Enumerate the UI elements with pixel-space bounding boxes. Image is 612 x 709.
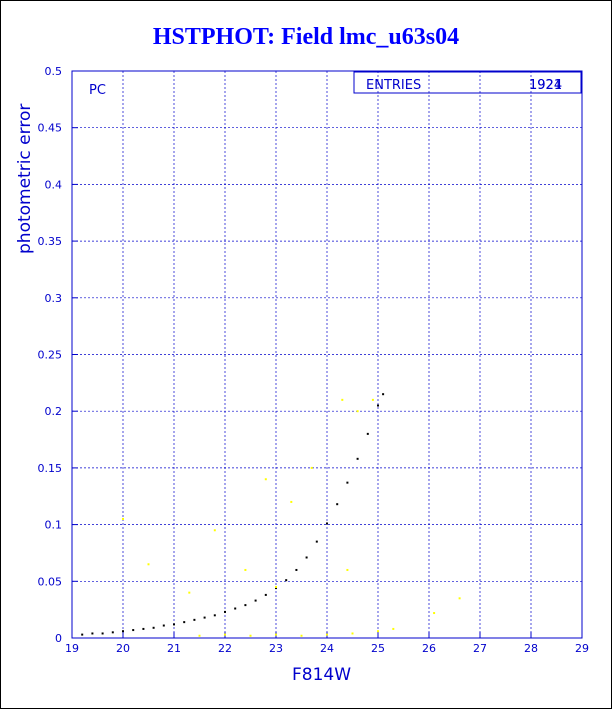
y-tick-label: 0.05 bbox=[38, 575, 63, 588]
secondary-point bbox=[213, 529, 216, 532]
main-point bbox=[254, 599, 257, 602]
y-tick-label: 0.45 bbox=[38, 122, 63, 135]
secondary-point bbox=[244, 568, 247, 571]
main-point bbox=[132, 629, 135, 632]
main-point bbox=[305, 556, 308, 559]
secondary-point bbox=[264, 478, 267, 481]
x-tick-label: 21 bbox=[167, 642, 181, 655]
main-point bbox=[101, 632, 104, 635]
main-point bbox=[315, 540, 318, 543]
chart-title: HSTPHOT: Field lmc_u63s04 bbox=[152, 24, 460, 50]
secondary-point bbox=[122, 517, 124, 520]
main-point bbox=[336, 503, 339, 506]
x-tick-label: 24 bbox=[320, 642, 334, 655]
secondary-point bbox=[346, 568, 349, 571]
main-point bbox=[111, 631, 114, 634]
stats-entries-value: 1924 bbox=[529, 78, 562, 93]
x-tick-label: 27 bbox=[473, 642, 487, 655]
main-point bbox=[183, 621, 186, 624]
secondary-point bbox=[290, 500, 293, 503]
secondary-point bbox=[310, 466, 313, 469]
y-tick-label: 0.15 bbox=[38, 462, 63, 475]
main-point bbox=[224, 610, 226, 613]
x-tick-label: 26 bbox=[422, 642, 436, 655]
panel-label: PC bbox=[89, 83, 106, 98]
secondary-point bbox=[275, 585, 277, 588]
secondary-point bbox=[188, 591, 191, 594]
main-point bbox=[377, 404, 379, 407]
secondary-point bbox=[275, 633, 277, 636]
main-point bbox=[203, 616, 206, 619]
main-point bbox=[234, 607, 237, 610]
x-tick-label: 23 bbox=[269, 642, 283, 655]
main-point bbox=[366, 432, 369, 435]
main-point bbox=[152, 626, 155, 629]
secondary-point bbox=[326, 633, 328, 636]
secondary-point bbox=[458, 597, 461, 600]
main-point bbox=[193, 618, 196, 621]
stats-entries-value-overlap: 1921 bbox=[529, 78, 562, 93]
main-point bbox=[285, 579, 288, 582]
main-point bbox=[244, 604, 247, 607]
y-tick-label: 0.1 bbox=[45, 519, 63, 532]
secondary-point bbox=[249, 634, 252, 637]
secondary-point bbox=[377, 630, 379, 633]
main-point bbox=[382, 393, 385, 396]
y-tick-label: 0.2 bbox=[45, 405, 63, 418]
secondary-point bbox=[147, 563, 150, 566]
y-tick-label: 0.35 bbox=[38, 235, 63, 248]
secondary-point bbox=[433, 612, 436, 615]
y-tick-label: 0.4 bbox=[45, 178, 63, 191]
y-axis-label: photometric error bbox=[15, 104, 35, 254]
main-point bbox=[122, 630, 124, 633]
main-point bbox=[162, 624, 165, 627]
secondary-point bbox=[224, 633, 226, 636]
secondary-point bbox=[341, 398, 344, 401]
grid bbox=[71, 70, 583, 639]
data-points bbox=[81, 393, 461, 637]
x-tick-label: 22 bbox=[218, 642, 232, 655]
secondary-point bbox=[300, 634, 303, 637]
secondary-point bbox=[198, 634, 201, 637]
main-point bbox=[356, 457, 359, 460]
x-tick-label: 28 bbox=[524, 642, 538, 655]
main-point bbox=[142, 627, 145, 630]
x-tick-label: 19 bbox=[65, 642, 79, 655]
tick-labels: 19 20 21 22 23 24 25 26 27 28 29 0 0.05 0.1 0.15 0.2 0.2… bbox=[38, 65, 590, 655]
x-tick-label: 29 bbox=[575, 642, 589, 655]
x-tick-label: 25 bbox=[371, 642, 385, 655]
x-tick-label: 20 bbox=[116, 642, 130, 655]
secondary-point bbox=[371, 398, 374, 401]
y-tick-label: 0.5 bbox=[45, 65, 63, 78]
main-point bbox=[295, 568, 298, 571]
main-point bbox=[81, 633, 84, 636]
main-point bbox=[173, 623, 175, 626]
x-axis-label: F814W bbox=[292, 665, 351, 685]
secondary-point bbox=[392, 627, 395, 630]
secondary-point bbox=[356, 410, 359, 413]
stats-entries-label: ENTRIES bbox=[366, 78, 421, 93]
main-point bbox=[326, 522, 328, 525]
main-point bbox=[91, 632, 94, 635]
y-tick-label: 0.3 bbox=[45, 292, 63, 305]
main-point bbox=[264, 593, 267, 596]
main-point bbox=[346, 481, 349, 484]
main-point bbox=[213, 614, 216, 617]
secondary-point bbox=[351, 632, 354, 635]
main-point bbox=[275, 587, 277, 590]
y-tick-label: 0 bbox=[55, 632, 62, 645]
y-tick-label: 0.25 bbox=[38, 349, 63, 362]
